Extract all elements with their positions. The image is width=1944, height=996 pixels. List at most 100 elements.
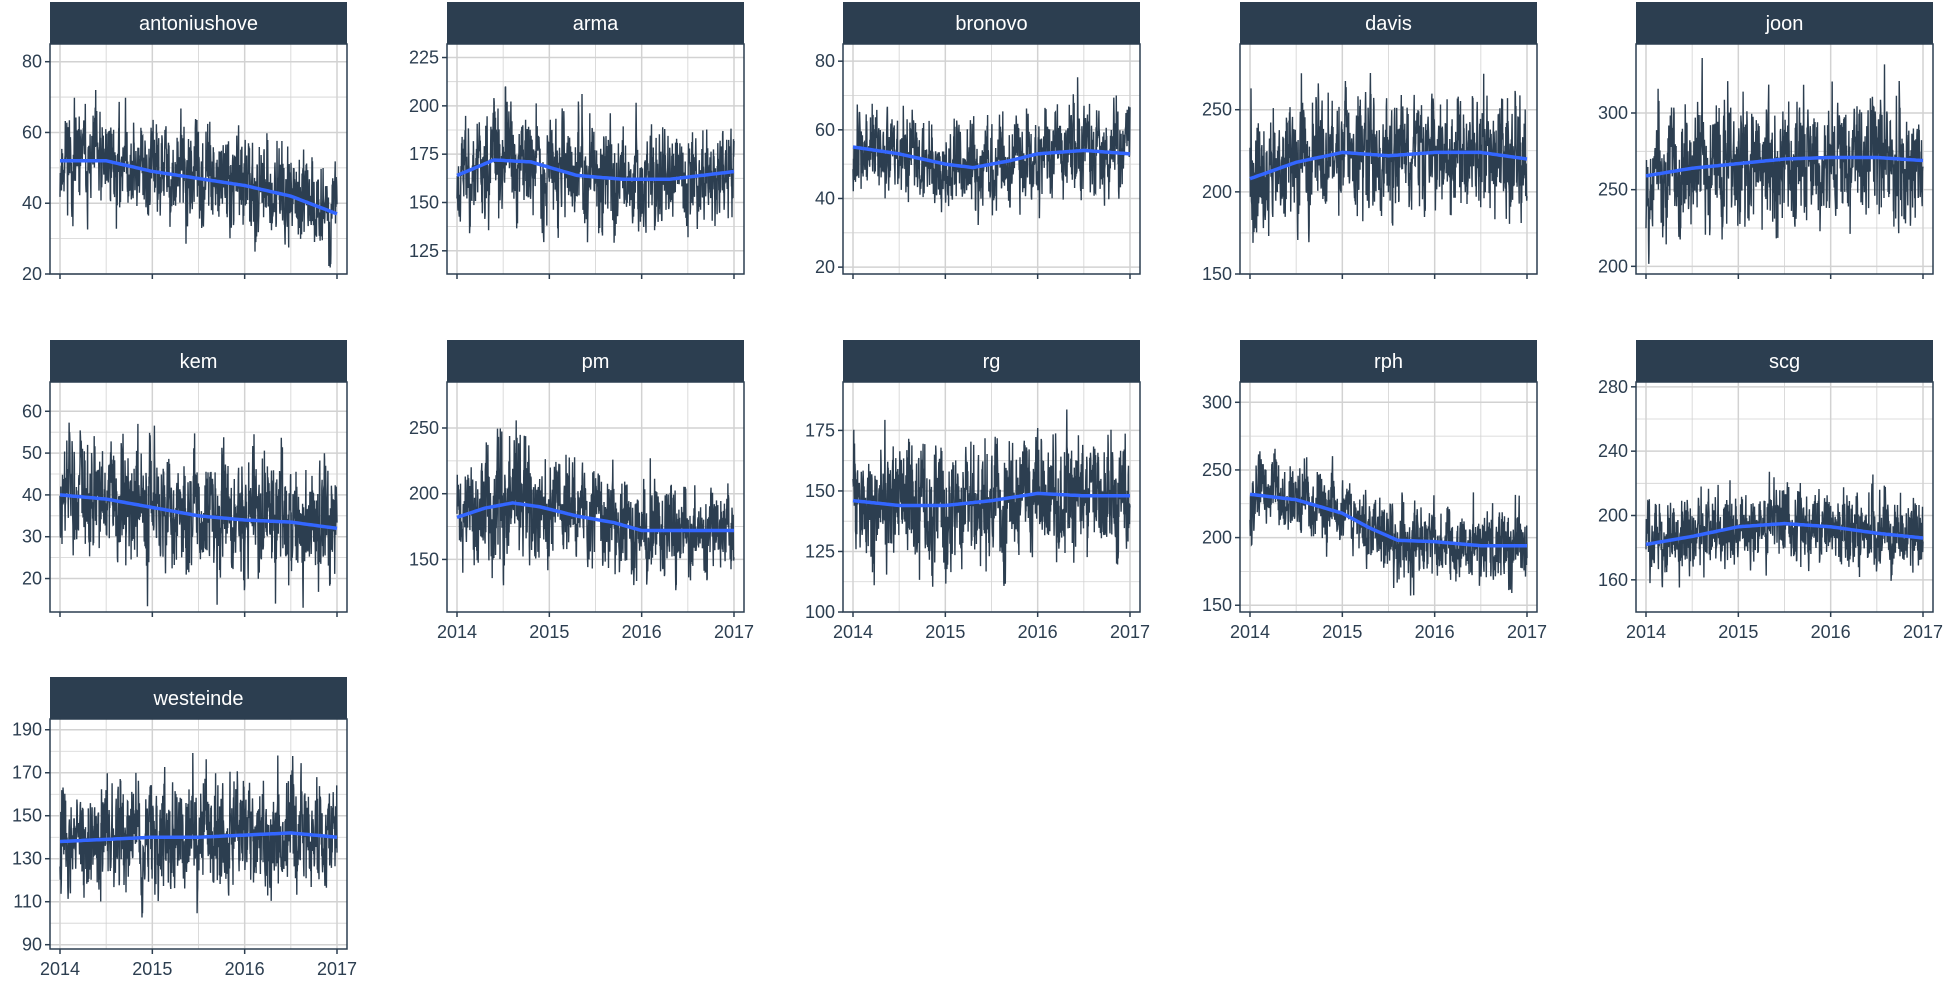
facet-strip-label: rph	[1374, 351, 1403, 373]
facet-panel-rph: rph 150 200 250 300 2014 2015 2016 2017	[1202, 340, 1547, 642]
facet-strip-label: westeinde	[152, 688, 243, 710]
y-tick-label: 150	[805, 481, 835, 501]
y-tick-label: 40	[22, 193, 42, 213]
facet-strip	[50, 340, 347, 382]
y-tick-label: 20	[815, 257, 835, 277]
facet-strip	[1240, 340, 1537, 382]
facet-panel-pm: pm 150 200 250 2014 2015 2016 2017	[409, 340, 754, 642]
x-tick-label: 2015	[1718, 622, 1758, 642]
x-tick-label: 2014	[1626, 622, 1666, 642]
panel-border	[1635, 43, 1934, 275]
smooth-trend-line	[1249, 492, 1527, 548]
y-tick-label: 200	[1202, 528, 1232, 548]
panel-border	[1239, 381, 1538, 613]
daily-count-line	[1249, 72, 1528, 243]
facet-panel-antoniushove: antoniushove 20 40 60 80	[22, 2, 348, 284]
facet-panel-rg: rg 100 125 150 175 2014 2015 2016 2017	[805, 340, 1150, 642]
y-tick-label: 200	[409, 96, 439, 116]
daily-count-line	[456, 86, 735, 243]
facet-strip-label: kem	[180, 351, 218, 373]
x-tick-label: 2015	[132, 959, 172, 979]
y-tick-label: 150	[1202, 595, 1232, 615]
panel-border	[1239, 43, 1538, 275]
x-tick-label: 2017	[714, 622, 754, 642]
x-tick-label: 2017	[317, 959, 357, 979]
x-tick-label: 2015	[1322, 622, 1362, 642]
y-tick-label: 100	[805, 602, 835, 622]
smooth-trend-line	[1645, 155, 1924, 178]
x-tick-label: 2017	[1903, 622, 1943, 642]
daily-count-line	[59, 752, 338, 918]
facet-strip-label: davis	[1365, 13, 1412, 35]
y-tick-label: 280	[1598, 377, 1628, 397]
y-tick-label: 250	[1598, 180, 1628, 200]
facet-panel-kem: kem 20 30 40 50 60	[22, 340, 348, 617]
x-tick-label: 2015	[925, 622, 965, 642]
facet-strip	[843, 340, 1140, 382]
smooth-trend-line	[59, 493, 338, 531]
y-tick-label: 300	[1598, 103, 1628, 123]
daily-count-line	[1645, 471, 1924, 588]
y-tick-label: 200	[1598, 256, 1628, 276]
y-tick-label: 200	[1598, 505, 1628, 525]
y-tick-label: 250	[1202, 100, 1232, 120]
y-tick-label: 200	[1202, 182, 1232, 202]
y-tick-label: 150	[409, 549, 439, 569]
y-tick-label: 300	[1202, 392, 1232, 412]
x-tick-label: 2016	[1018, 622, 1058, 642]
facet-strip	[447, 2, 744, 44]
facet-strip	[50, 677, 347, 719]
y-tick-label: 190	[12, 720, 42, 740]
panel-border	[49, 381, 348, 613]
y-tick-label: 60	[815, 120, 835, 140]
x-tick-label: 2016	[1415, 622, 1455, 642]
smooth-trend-line	[456, 501, 734, 533]
y-tick-label: 160	[1598, 570, 1628, 590]
y-tick-label: 40	[815, 188, 835, 208]
facet-strip	[843, 2, 1140, 44]
smooth-trend-line	[1645, 521, 1924, 547]
x-tick-label: 2017	[1110, 622, 1150, 642]
y-tick-label: 125	[805, 541, 835, 561]
y-tick-label: 225	[409, 48, 439, 68]
smooth-trend-line	[59, 831, 338, 844]
y-tick-label: 80	[22, 52, 42, 72]
x-tick-label: 2016	[225, 959, 265, 979]
facet-strip	[1240, 2, 1537, 44]
facet-panel-joon: joon 200 250 300	[1598, 2, 1934, 279]
y-tick-label: 60	[22, 401, 42, 421]
daily-count-line	[852, 77, 1131, 226]
daily-count-line	[59, 422, 338, 608]
y-tick-label: 125	[409, 241, 439, 261]
x-tick-label: 2014	[833, 622, 873, 642]
smooth-trend-line	[60, 159, 338, 216]
smooth-trend-line	[1249, 150, 1528, 181]
facet-strip	[447, 340, 744, 382]
facet-panel-scg: scg 160 200 240 280 2014 2015 2016 2017	[1598, 340, 1943, 642]
y-tick-label: 250	[1202, 460, 1232, 480]
facet-strip-label: antoniushove	[139, 13, 258, 35]
y-tick-label: 200	[409, 484, 439, 504]
daily-count-line	[1249, 448, 1528, 596]
y-tick-label: 150	[409, 192, 439, 212]
panel-border	[842, 43, 1141, 275]
y-tick-label: 170	[12, 763, 42, 783]
daily-count-line	[59, 89, 338, 268]
x-tick-label: 2014	[437, 622, 477, 642]
facet-strip	[1636, 340, 1933, 382]
y-tick-label: 250	[409, 418, 439, 438]
panel-border	[842, 381, 1141, 613]
y-tick-label: 130	[12, 849, 42, 869]
facet-panel-bronovo: bronovo 20 40 60 80	[815, 2, 1141, 279]
facet-strip-label: arma	[573, 13, 619, 35]
facet-strip-label: joon	[1765, 13, 1804, 35]
facet-panel-westeinde: westeinde 90 110 130 150 170 190 2014 2015 2016 20…	[12, 677, 357, 979]
x-tick-label: 2015	[529, 622, 569, 642]
panel-border	[446, 381, 745, 613]
smooth-trend-line	[852, 491, 1130, 508]
y-tick-label: 60	[22, 122, 42, 142]
y-tick-label: 175	[805, 420, 835, 440]
panel-border	[49, 43, 348, 275]
x-tick-label: 2014	[1230, 622, 1270, 642]
panel-border	[446, 43, 745, 275]
